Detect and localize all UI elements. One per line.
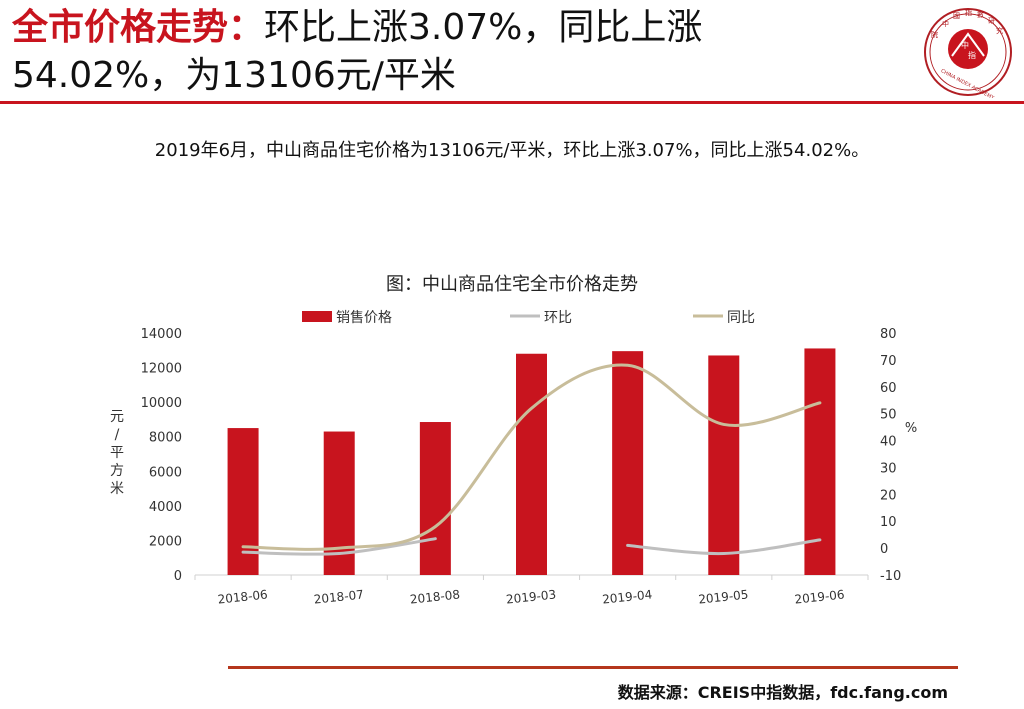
y-left-label-char: /: [115, 427, 120, 443]
chart-legend: 销售价格 环比 同比: [302, 310, 755, 326]
title-accent: 全市价格走势：: [12, 7, 265, 48]
y-left-tick-label: 10000: [141, 396, 182, 411]
price-trend-chart: 销售价格 环比 同比 0 2000 4000 6000 8000 10000 12000 1400…: [110, 310, 917, 607]
logo-center-char-1: 中: [961, 40, 969, 50]
y-right-tick-label: 0: [880, 542, 888, 557]
logo-char-6: 究: [996, 26, 1003, 35]
chart-title: 图：中山商品住宅全市价格走势: [386, 274, 638, 295]
title-line1: 环比上涨3.07%，同比上涨: [264, 7, 703, 48]
footer-divider: [228, 666, 958, 669]
legend-label: 同比: [727, 310, 755, 326]
y-right-tick-label: 40: [880, 435, 897, 450]
price-bars: [227, 348, 836, 575]
y-axis-left-label: 元 / 平方米: [110, 409, 124, 497]
bar-2018-08: [419, 422, 451, 575]
x-tick-label: 2018-07: [313, 587, 364, 606]
ratio-lines: [241, 363, 822, 556]
y-left-label-char: 元: [110, 409, 124, 425]
y-left-tick-label: 6000: [149, 465, 182, 480]
y-left-tick-label: 4000: [149, 500, 182, 515]
y-axis-right-label: %: [905, 421, 917, 436]
logo-char-7: 院: [931, 30, 938, 39]
bar-2019-06: [804, 348, 836, 575]
line-环比: [626, 538, 822, 556]
bar-2018-06: [227, 428, 259, 575]
chart-axes: 0 2000 4000 6000 8000 10000 12000 14000 -10 0 10 20…: [141, 327, 902, 607]
y-right-tick-label: 10: [880, 515, 897, 530]
legend-label: 销售价格: [336, 310, 392, 326]
y-left-label-char: 米: [110, 481, 124, 497]
line-环比: [241, 537, 437, 556]
line-同比: [241, 363, 822, 551]
bar-2019-03: [516, 353, 547, 575]
y-right-tick-label: 30: [880, 461, 897, 476]
logo-char-3: 指: [965, 8, 972, 17]
summary-text: 2019年6月，中山商品住宅价格为13106元/平米，环比上涨3.07%，同比上…: [154, 140, 870, 161]
china-index-academy-logo: 中 指 中 國 指 數 研 究 院 CHINA INDEX ACADEMY: [924, 8, 1012, 98]
bar-2019-05: [708, 355, 740, 575]
logo-center-char-2: 指: [968, 50, 976, 60]
logo-char-1: 中: [942, 19, 949, 28]
y-right-tick-label: -10: [880, 569, 901, 584]
logo-char-2: 國: [953, 12, 960, 20]
y-left-tick-label: 14000: [141, 327, 182, 342]
x-tick-label: 2019-05: [698, 587, 749, 606]
x-tick-label: 2019-06: [794, 587, 845, 606]
logo-char-5: 研: [988, 17, 995, 25]
y-left-label-char: 平: [110, 445, 124, 461]
page-title: 全市价格走势：环比上涨3.07%，同比上涨 54.02%，为13106元/平米: [12, 4, 892, 100]
x-tick-label: 2019-04: [602, 587, 653, 606]
x-tick-label: 2018-06: [217, 587, 268, 606]
y-right-tick-label: 60: [880, 381, 897, 396]
title-line2: 54.02%，为13106元/平米: [12, 55, 456, 96]
y-left-tick-label: 12000: [141, 362, 182, 377]
data-source: 数据来源：CREIS中指数据，fdc.fang.com: [617, 683, 948, 702]
logo-english: CHINA INDEX ACADEMY: [940, 68, 996, 98]
y-right-tick-label: 20: [880, 488, 897, 503]
y-left-tick-label: 0: [174, 569, 182, 584]
x-tick-label: 2019-03: [505, 587, 556, 606]
legend-label: 环比: [544, 310, 572, 326]
y-left-label-char: 方: [110, 463, 124, 479]
y-right-tick-label: 70: [880, 354, 897, 369]
legend-swatch: [302, 311, 332, 322]
bar-2019-04: [612, 351, 644, 575]
x-tick-label: 2018-08: [409, 587, 460, 606]
y-right-label: %: [905, 421, 917, 436]
title-divider: [0, 101, 1024, 104]
y-left-tick-label: 2000: [149, 534, 182, 549]
y-right-tick-label: 50: [880, 408, 897, 423]
y-right-tick-label: 80: [880, 327, 897, 342]
y-left-tick-label: 8000: [149, 431, 182, 446]
logo-char-4: 數: [977, 10, 984, 19]
